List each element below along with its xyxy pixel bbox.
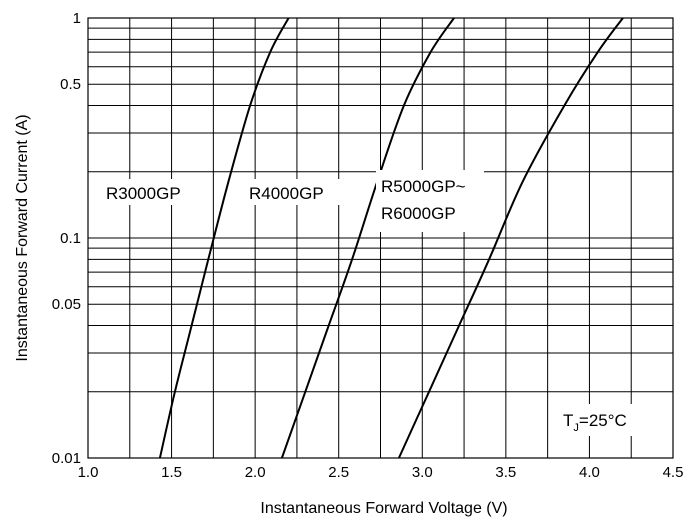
label-bg-annotation [553, 404, 653, 436]
label-bg-r4000 [244, 179, 348, 205]
x-tick-label: 4.0 [579, 464, 600, 481]
series-line-3 [397, 17, 624, 459]
series-label-r5000gp-line1: R5000GP~ [381, 177, 466, 196]
annotation-subscript: J [573, 422, 579, 434]
y-axis-title: Instantaneous Forward Current (A) [14, 114, 31, 361]
x-tick-label: 3.5 [495, 464, 516, 481]
x-tick-labels: 1.0 1.5 2.0 2.5 3.0 3.5 4.0 4.5 [78, 464, 684, 481]
y-tick-labels: 0.01 0.05 0.1 0.5 1 [52, 10, 81, 467]
annotation-suffix: =25°C [579, 411, 627, 430]
curves [158, 17, 624, 459]
y-tick-label: 0.5 [60, 76, 81, 93]
grid [87, 17, 674, 459]
x-tick-label: 2.0 [245, 464, 266, 481]
label-bg-r3000 [101, 179, 205, 205]
x-tick-label: 1.5 [161, 464, 182, 481]
series-line-2 [280, 17, 455, 459]
series-label-r4000gp: R4000GP [249, 184, 324, 203]
x-axis-title: Instantaneous Forward Voltage (V) [260, 500, 507, 517]
series-line-1 [158, 17, 290, 459]
y-tick-label: 0.05 [52, 296, 81, 313]
annotation-prefix: T [563, 411, 573, 430]
x-tick-label: 2.5 [328, 464, 349, 481]
plot-frame [87, 17, 674, 459]
series-label-r6000gp-line2: R6000GP [381, 204, 456, 223]
label-bg-r5000 [376, 170, 484, 232]
x-tick-label: 4.5 [663, 464, 684, 481]
y-tick-label: 0.01 [52, 450, 81, 467]
y-tick-label: 1 [73, 10, 81, 27]
series-label-r3000gp: R3000GP [106, 184, 181, 203]
x-tick-label: 3.0 [412, 464, 433, 481]
y-tick-label: 0.1 [60, 230, 81, 247]
temperature-annotation: TJ=25°C [563, 411, 627, 434]
x-tick-label: 1.0 [78, 464, 99, 481]
